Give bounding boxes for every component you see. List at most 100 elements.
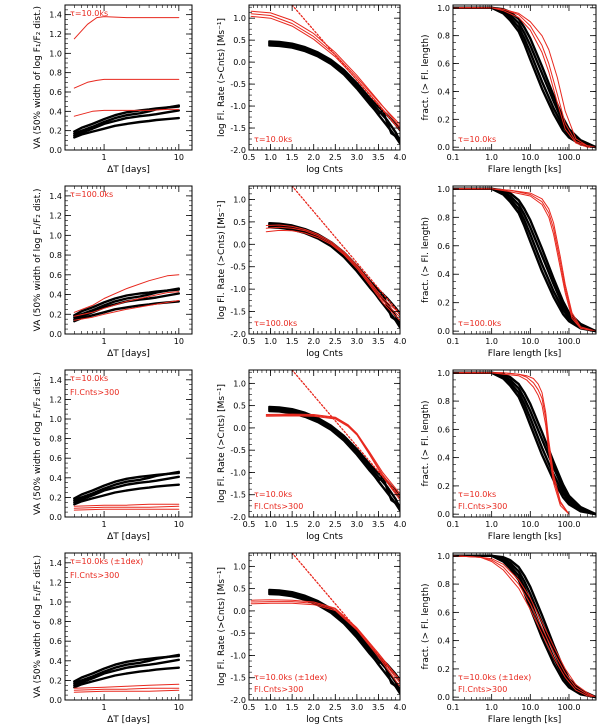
x-tick-label: 10.0 (521, 703, 539, 712)
y-tick-label: 0.8 (49, 618, 62, 627)
x-axis-label: log Cnts (306, 165, 343, 175)
y-tick-label: 0.5 (233, 218, 246, 227)
y-axis-label: fract. (> Fl. length) (421, 217, 431, 303)
x-tick-label: 4.0 (394, 703, 407, 712)
y-tick-label: -2.0 (230, 330, 246, 339)
model-curve-4 (73, 503, 180, 507)
x-tick-label: 10 (174, 520, 184, 529)
y-axis-label: fract. (> Fl. length) (421, 400, 431, 486)
model-curve-6 (250, 602, 400, 688)
series-group (453, 554, 596, 699)
model-curve-7 (291, 5, 400, 131)
model-curve-7 (291, 186, 400, 315)
plot-frame (248, 4, 401, 151)
y-tick-label: -2.0 (230, 146, 246, 155)
x-tick-label: 2.0 (307, 520, 320, 529)
y-tick-label: 1.4 (49, 192, 62, 201)
series-group (73, 653, 181, 693)
model-curve-5 (73, 687, 180, 691)
x-tick-label: 1 (102, 520, 107, 529)
data-curve-2 (73, 105, 181, 135)
y-tick-label: 0.2 (49, 676, 62, 685)
x-tick-label: 0.5 (243, 520, 256, 529)
x-tick-label: 2.5 (329, 337, 342, 346)
data-curve-2 (73, 288, 181, 319)
data-curve-2 (453, 371, 596, 516)
y-tick-label: 0.6 (437, 242, 450, 251)
y-tick-label: 0.4 (49, 291, 62, 300)
annotation-label: Fl.Cnts>300 (458, 502, 507, 511)
x-tick-label: 0.1 (447, 337, 460, 346)
y-tick-label: 0.4 (437, 270, 450, 279)
y-tick-label: 1.2 (49, 30, 62, 39)
y-tick-label: 0.4 (49, 107, 62, 116)
model-curve-5 (265, 226, 400, 318)
y-tick-label: 1.2 (49, 212, 62, 221)
panel-r3c0: 1 10 0.0 0.2 0.4 0.6 0.8 1.0 1.2 1.4 ΔT [days] VA (… (33, 552, 193, 725)
x-tick-label: 100.0 (558, 703, 581, 712)
x-axis-label: Flare length [ks] (488, 165, 562, 175)
y-tick-label: 0.4 (49, 474, 62, 483)
y-tick-label: 0.8 (49, 251, 62, 260)
panel-r3c2: 0.1 1.0 10.0 100.0 0.0 0.2 0.4 0.6 0.8 1.0 Flare l… (421, 552, 597, 725)
plot-frame (64, 185, 193, 335)
y-axis-label: VA (50% width of log F₁/F₂ dist.) (33, 555, 43, 698)
x-tick-label: 3.5 (372, 520, 385, 529)
y-tick-label: 0.2 (437, 299, 450, 308)
x-tick-label: 1 (102, 703, 107, 712)
y-axis-label: log Fl. Rate (>Cnts) [Ms⁻¹] (217, 384, 227, 503)
y-tick-label: 0.2 (437, 115, 450, 124)
series-group (73, 470, 181, 511)
model-curve-6 (453, 555, 596, 698)
model-curve-5 (73, 291, 180, 317)
model-curve-4 (265, 414, 400, 498)
annotation-label: τ=100.0ks (254, 319, 297, 328)
y-tick-label: -2.0 (230, 696, 246, 705)
y-tick-label: 1.4 (49, 11, 62, 20)
x-axis-label: Flare length [ks] (488, 532, 562, 542)
x-tick-label: 3.0 (350, 520, 363, 529)
x-tick-label: 3.5 (372, 337, 385, 346)
y-tick-label: -0.5 (230, 263, 246, 272)
x-tick-label: 1 (102, 337, 107, 346)
y-axis-label: log Fl. Rate (>Cnts) [Ms⁻¹] (217, 567, 227, 686)
x-tick-label: 3.0 (350, 337, 363, 346)
y-tick-label: 1.0 (233, 14, 246, 23)
y-tick-label: 0.4 (49, 657, 62, 666)
y-tick-label: 0.5 (233, 585, 246, 594)
annotation-label: Fl.Cnts>300 (458, 685, 507, 694)
y-tick-label: 0.0 (437, 143, 450, 152)
panel-r0c2: 0.1 1.0 10.0 100.0 0.0 0.2 0.4 0.6 0.8 1.0 Flare l… (421, 4, 597, 175)
y-tick-label: 0.0 (437, 510, 450, 519)
model-curve-4 (265, 224, 400, 315)
x-tick-label: 1.5 (286, 703, 299, 712)
y-tick-label: -1.0 (230, 468, 246, 477)
x-tick-label: 10 (174, 153, 184, 162)
data-curve-2 (73, 654, 181, 685)
y-tick-label: 0.6 (49, 271, 62, 280)
x-tick-label: 4.0 (394, 153, 407, 162)
annotation-label: τ=10.0ks (±1dex) (70, 557, 143, 566)
series-group (73, 274, 181, 323)
data-curve-2 (453, 6, 596, 149)
model-curve-7 (291, 553, 400, 681)
y-tick-label: -1.5 (230, 491, 246, 500)
y-tick-label: 1.4 (49, 559, 62, 568)
y-axis-label: log Fl. Rate (>Cnts) [Ms⁻¹] (217, 201, 227, 320)
x-tick-label: 100.0 (558, 520, 581, 529)
panel-r2c0: 1 10 0.0 0.2 0.4 0.6 0.8 1.0 1.2 1.4 ΔT [days] VA (… (33, 369, 193, 542)
x-axis-label: log Cnts (306, 532, 343, 542)
data-curve-1 (268, 41, 400, 143)
x-tick-label: 100.0 (558, 337, 581, 346)
annotation-label: Fl.Cnts>300 (70, 388, 119, 397)
x-tick-label: 3.5 (372, 703, 385, 712)
y-tick-label: 0.4 (437, 454, 450, 463)
model-curve-5 (250, 601, 400, 684)
y-tick-label: 1.0 (49, 598, 62, 607)
data-curve-3 (73, 300, 181, 323)
y-tick-label: 1.0 (437, 552, 450, 561)
y-tick-label: 0.0 (233, 240, 246, 249)
x-axis-label: ΔT [days] (107, 349, 150, 359)
x-tick-label: 3.5 (372, 153, 385, 162)
